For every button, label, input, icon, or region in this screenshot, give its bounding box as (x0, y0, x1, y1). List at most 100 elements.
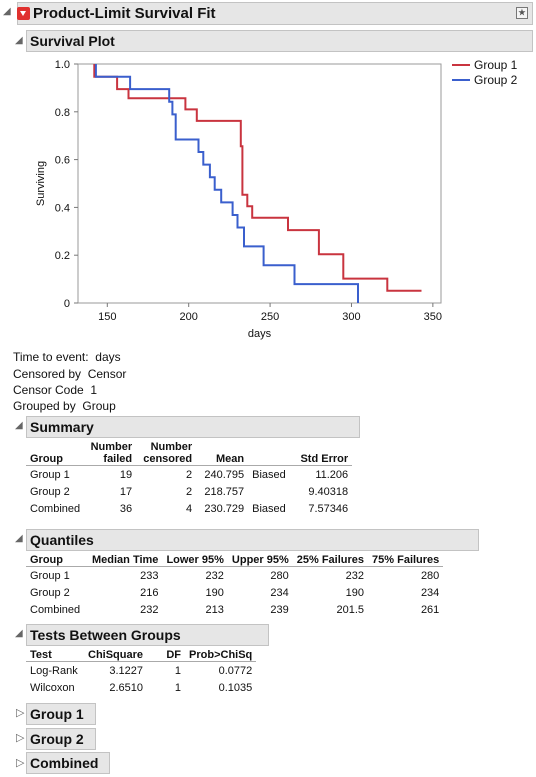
table-cell: Group 2 (30, 485, 70, 498)
x-tick-label: 350 (424, 311, 442, 323)
quantiles-header[interactable]: Quantiles (26, 529, 479, 551)
table-cell: 36 (119, 502, 133, 515)
table-cell: 232 (140, 603, 159, 616)
x-axis-label: days (248, 328, 272, 340)
section-title: Combined (30, 755, 99, 771)
table-cell: 9.40318 (308, 485, 349, 498)
collapse-triangle-icon[interactable]: ◢ (15, 35, 23, 46)
table-row: Group 2 216 190 234 190 234 (26, 584, 443, 601)
y-tick-label: 0.8 (55, 107, 70, 119)
table-cell: 280 (270, 569, 289, 582)
table-row: Log-Rank 3.1227 1 0.0772 (26, 662, 256, 680)
y-axis-label: Surviving (35, 161, 47, 206)
section-title: Survival Plot (30, 33, 115, 49)
column-header: DF (147, 649, 186, 662)
table-row: Combined 36 4 230.729 Biased 7.57346 (26, 500, 352, 517)
info-value: Censor (87, 367, 127, 381)
outline-group-2[interactable]: Group 2 (26, 728, 96, 750)
column-header: 25% Failures (292, 554, 369, 567)
table-row: Wilcoxon 2.6510 1 0.1035 (26, 679, 256, 696)
column-header: 75% Failures (368, 554, 444, 567)
expand-triangle-icon[interactable]: ▷ (16, 757, 25, 769)
column-header: Prob>ChiSq (185, 649, 257, 662)
column-header: Mean (196, 441, 249, 466)
table-cell: 190 (205, 586, 224, 599)
tests-header[interactable]: Tests Between Groups (26, 624, 269, 646)
table-cell: Group 2 (30, 586, 70, 599)
collapse-triangle-icon[interactable]: ◢ (15, 420, 23, 431)
outline-combined[interactable]: Combined (26, 752, 110, 774)
section-title: Group 1 (30, 706, 84, 722)
survival-plot-header[interactable]: Survival Plot (26, 30, 533, 52)
table-row: Group 1 233 232 280 232 280 (26, 567, 443, 585)
red-triangle-menu-icon[interactable] (17, 7, 30, 20)
info-label: Censored by (13, 367, 82, 381)
table-cell: Wilcoxon (30, 681, 75, 694)
collapse-triangle-icon[interactable]: ◢ (15, 533, 23, 544)
x-tick-label: 300 (342, 311, 360, 323)
table-cell: 261 (420, 603, 440, 616)
table-cell: Group 1 (30, 468, 70, 481)
table-cell: 2.6510 (109, 681, 144, 694)
column-header: Lower 95% (162, 554, 228, 567)
column-header: Number censored (136, 441, 197, 466)
table-cell (248, 483, 290, 500)
table-cell: 0.0772 (218, 664, 253, 677)
table-cell: Combined (30, 502, 81, 515)
summary-table: Group Number failed Number censored Mean S… (26, 441, 353, 517)
pin-icon[interactable]: ★ (516, 7, 528, 19)
legend-label: Group 2 (474, 73, 518, 87)
column-header: Std Error (290, 441, 353, 466)
quantiles-table: Group Median Time Lower 95% Upper 95% 25… (26, 554, 444, 618)
table-cell: 216 (140, 586, 159, 599)
table-cell: Biased (252, 468, 286, 481)
info-value: 1 (90, 383, 98, 397)
summary-header[interactable]: Summary (26, 416, 360, 438)
column-header: Test (26, 649, 84, 662)
info-label: Time to event: (13, 350, 89, 364)
table-cell: 1 (174, 664, 182, 677)
survival-plot: 0 0.2 0.4 0.6 0.8 1.0 150 200 250 300 350 days Survi… (35, 58, 518, 340)
table-row: Group 2 17 2 218.757 9.40318 (26, 483, 352, 500)
table-cell: Combined (30, 603, 81, 616)
info-value: days (95, 350, 121, 364)
table-cell: 2 (186, 468, 193, 481)
column-header: Group (26, 441, 85, 466)
table-cell: 230.729 (204, 502, 245, 515)
section-title: Group 2 (30, 731, 84, 747)
legend-label: Group 1 (474, 58, 518, 72)
column-header (248, 441, 291, 466)
table-header-row: Group Number failed Number censored Mean S… (26, 441, 353, 466)
expand-triangle-icon[interactable]: ▷ (16, 707, 25, 719)
y-tick-label: 0.6 (55, 155, 70, 167)
collapse-triangle-icon[interactable]: ◢ (15, 628, 23, 639)
plot-frame (77, 63, 442, 304)
collapse-triangle-icon[interactable]: ◢ (3, 6, 11, 17)
report-title: Product-Limit Survival Fit (33, 5, 216, 22)
info-label: Censor Code (13, 383, 84, 397)
info-censor-code: Censor Code 1 (13, 383, 97, 397)
info-censored-by: Censored by Censor (13, 367, 126, 381)
table-cell: 213 (205, 603, 224, 616)
table-cell: 239 (270, 603, 289, 616)
table-cell: 233 (140, 569, 159, 582)
outline-group-1[interactable]: Group 1 (26, 703, 96, 725)
table-cell: 232 (345, 569, 365, 582)
info-label: Grouped by (13, 399, 76, 413)
table-cell: 201.5 (336, 603, 365, 616)
table-cell: 280 (420, 569, 440, 582)
table-cell: Group 1 (30, 569, 70, 582)
info-grouped-by: Grouped by Group (13, 399, 116, 413)
series-line-group-2 (94, 64, 359, 303)
table-cell: 7.57346 (308, 502, 349, 515)
column-header: Median Time (88, 554, 163, 567)
info-value: Group (82, 399, 116, 413)
column-header: Group (26, 554, 88, 567)
table-cell: 0.1035 (218, 681, 253, 694)
table-header-row: Group Median Time Lower 95% Upper 95% 25… (26, 554, 444, 567)
table-cell: 4 (186, 502, 193, 515)
report-title-bar: Product-Limit Survival Fit ★ (17, 2, 533, 25)
table-row: Group 1 19 2 240.795 Biased 11.206 (26, 466, 352, 484)
expand-triangle-icon[interactable]: ▷ (16, 732, 25, 744)
y-tick-label: 0 (64, 298, 70, 310)
